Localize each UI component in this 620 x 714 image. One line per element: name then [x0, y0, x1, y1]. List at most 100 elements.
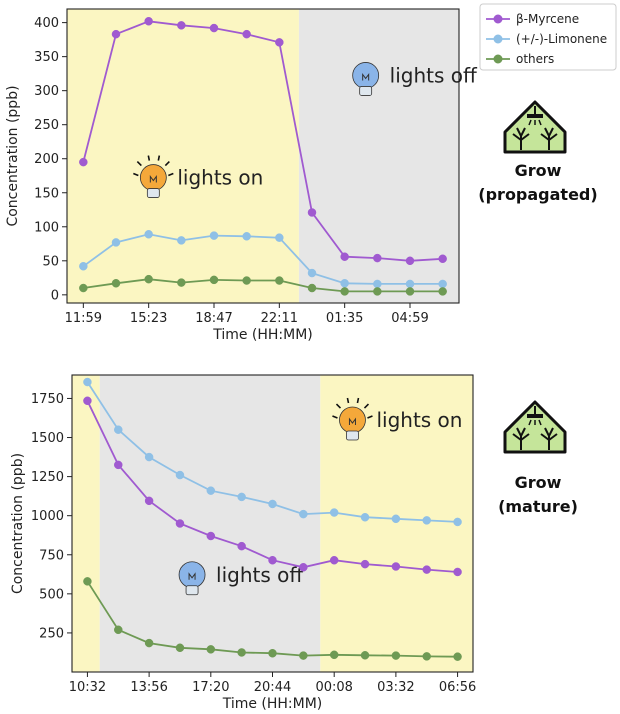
light-ray: [164, 160, 170, 167]
data-point-others: [453, 652, 462, 661]
x-tick-label: 20:44: [254, 680, 291, 695]
data-point-others: [209, 275, 219, 285]
plot-frame: [66, 8, 460, 304]
data-point-myrcene: [438, 254, 447, 264]
data-point-myrcene: [242, 29, 251, 39]
data-point-limonene: [83, 377, 92, 387]
lightbulb-off-icon: [178, 561, 206, 596]
y-tick-label: 0: [51, 288, 59, 303]
y-tick-label: 100: [34, 220, 59, 235]
x-tick-label: 22:11: [261, 311, 298, 326]
y-tick-label: 150: [34, 186, 59, 201]
data-point-limonene: [144, 230, 153, 239]
data-point-others: [114, 625, 123, 635]
data-point-others: [79, 283, 88, 293]
data-point-myrcene: [373, 253, 382, 263]
light-ray: [346, 397, 350, 404]
light-ray: [356, 397, 360, 404]
bulb-filament: [362, 72, 370, 81]
data-point-myrcene: [175, 519, 185, 528]
grow-label-line2: (propagated): [478, 185, 597, 204]
grow-label-line1: Grow: [515, 473, 562, 492]
data-point-myrcene: [391, 562, 401, 571]
light-ray: [335, 403, 342, 409]
y-tick-label: 250: [34, 118, 59, 133]
data-point-others: [206, 645, 216, 654]
legend-entry-myrcene: β-Myrcene: [486, 12, 579, 26]
data-point-limonene: [329, 508, 339, 517]
data-point-myrcene: [422, 565, 431, 574]
data-point-myrcene: [209, 23, 219, 33]
data-point-others: [391, 651, 401, 660]
bulb-filament: [149, 175, 157, 183]
bulb-base: [359, 86, 373, 96]
data-point-myrcene: [144, 496, 154, 506]
lightbulb-on-icon: [332, 397, 373, 441]
bulb-glass: [352, 62, 380, 89]
y-tick-label: 1750: [31, 392, 64, 407]
data-point-myrcene: [405, 256, 415, 266]
bulb-filament: [188, 572, 196, 580]
top-chart: 0 50 100 150 200 250 300 350 400 11:59 15:23 18:47 2…: [5, 8, 478, 343]
data-point-myrcene: [177, 21, 186, 30]
data-point-others: [438, 287, 447, 296]
light-ray: [133, 172, 139, 177]
data-point-limonene: [206, 486, 216, 495]
legend-label-myrcene: β-Myrcene: [516, 12, 579, 26]
x-tick-label: 18:47: [195, 311, 232, 326]
y-axis-title: Concentration (ppb): [10, 453, 26, 594]
data-point-limonene: [438, 279, 447, 289]
y-tick-label: 1500: [31, 431, 64, 446]
data-point-others: [144, 274, 153, 284]
data-point-others: [83, 577, 92, 586]
legend-entry-others: others: [486, 52, 554, 66]
x-axis-title: Time (HH:MM): [212, 327, 313, 343]
data-point-others: [275, 276, 284, 285]
legend-entry-limonene: (+/-)-Limonene: [486, 32, 607, 46]
y-tick-label: 1250: [31, 470, 64, 485]
data-point-others: [329, 650, 339, 660]
data-point-myrcene: [299, 563, 308, 572]
y-tick-label: 1000: [31, 509, 64, 524]
x-tick-label: 10:32: [69, 680, 106, 695]
lights-off-region: [99, 375, 321, 672]
data-point-others: [299, 651, 308, 660]
data-point-myrcene: [111, 29, 121, 39]
x-tick-label: 06:56: [439, 680, 476, 695]
lights-on-region: [72, 375, 100, 672]
bulb-base: [185, 585, 199, 596]
x-axis-title: Time (HH:MM): [222, 696, 323, 712]
data-point-others: [268, 648, 277, 658]
y-tick-label: 400: [34, 16, 59, 31]
data-point-myrcene: [360, 559, 370, 569]
lightbulb-on-icon: [133, 155, 174, 198]
data-point-limonene: [340, 279, 349, 288]
y-tick-label: 250: [39, 626, 64, 641]
lightbulb-off-icon: [352, 62, 380, 96]
data-point-limonene: [405, 279, 415, 289]
y-tick-label: 200: [34, 152, 59, 167]
data-point-limonene: [307, 268, 317, 278]
x-tick-label: 13:56: [130, 680, 167, 695]
data-point-others: [340, 287, 349, 296]
light-ray: [367, 415, 373, 419]
data-point-others: [111, 279, 121, 288]
data-point-others: [360, 651, 370, 660]
data-point-myrcene: [144, 17, 153, 26]
data-point-limonene: [114, 425, 123, 434]
light-ray: [136, 160, 142, 167]
light-ray: [157, 155, 161, 161]
data-point-limonene: [242, 232, 251, 241]
data-point-limonene: [177, 236, 186, 245]
data-point-myrcene: [268, 555, 277, 565]
y-axis-title: Concentration (ppb): [5, 85, 21, 226]
data-point-myrcene: [453, 567, 462, 577]
data-point-limonene: [111, 238, 121, 247]
data-point-limonene: [373, 279, 382, 289]
bulb-filament: [348, 417, 356, 426]
data-point-myrcene: [307, 208, 317, 217]
legend-label-others: others: [516, 52, 554, 66]
y-tick-label: 350: [34, 50, 59, 65]
data-point-limonene: [299, 509, 308, 519]
annotation-lights-off: lights off: [216, 563, 304, 587]
